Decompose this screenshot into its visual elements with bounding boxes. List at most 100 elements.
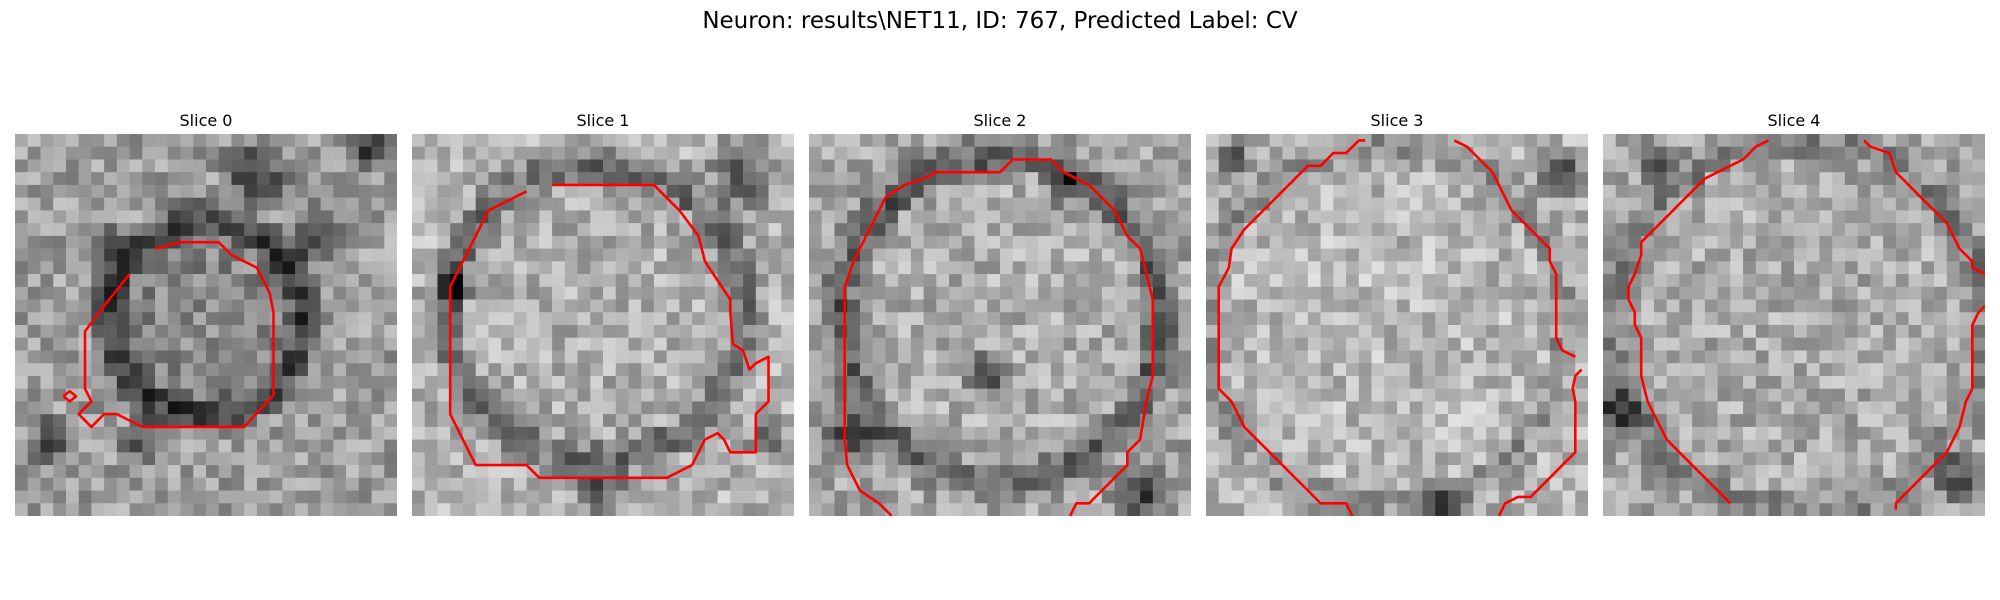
image-pixel <box>1743 465 1757 479</box>
image-pixel <box>847 503 861 516</box>
image-pixel <box>27 375 41 389</box>
image-pixel <box>603 134 617 148</box>
image-pixel <box>974 439 988 453</box>
image-pixel <box>1972 401 1985 415</box>
image-pixel <box>1794 388 1808 402</box>
image-pixel <box>717 172 731 186</box>
image-pixel <box>129 159 143 173</box>
image-pixel <box>320 414 334 428</box>
image-pixel <box>1333 337 1347 351</box>
image-pixel <box>1857 477 1871 491</box>
image-pixel <box>1883 325 1897 339</box>
image-pixel <box>1269 337 1283 351</box>
image-pixel <box>847 375 861 389</box>
image-pixel <box>1358 503 1372 516</box>
image-pixel <box>282 490 296 504</box>
image-pixel <box>1358 286 1372 300</box>
image-pixel <box>1231 172 1245 186</box>
image-pixel <box>1844 477 1858 491</box>
image-pixel <box>1641 426 1655 440</box>
image-pixel <box>462 274 476 288</box>
image-pixel <box>333 363 347 377</box>
image-pixel <box>628 490 642 504</box>
image-pixel <box>1333 363 1347 377</box>
image-pixel <box>1435 274 1449 288</box>
image-pixel <box>1603 312 1617 326</box>
image-pixel <box>809 490 823 504</box>
image-pixel <box>1089 452 1103 466</box>
image-pixel <box>834 477 848 491</box>
image-pixel <box>1447 465 1461 479</box>
image-pixel <box>256 235 270 249</box>
image-pixel <box>1178 274 1191 288</box>
image-pixel <box>628 465 642 479</box>
image-pixel <box>1025 312 1039 326</box>
image-pixel <box>40 490 54 504</box>
image-pixel <box>129 286 143 300</box>
image-pixel <box>1089 465 1103 479</box>
image-pixel <box>231 146 245 160</box>
image-pixel <box>768 325 782 339</box>
image-pixel <box>1447 414 1461 428</box>
image-pixel <box>1076 274 1090 288</box>
image-pixel <box>1397 337 1411 351</box>
image-pixel <box>129 375 143 389</box>
image-pixel <box>1307 223 1321 237</box>
image-pixel <box>358 337 372 351</box>
image-pixel <box>371 299 385 313</box>
image-pixel <box>104 235 118 249</box>
image-pixel <box>936 299 950 313</box>
image-pixel <box>1460 503 1474 516</box>
image-pixel <box>1844 248 1858 262</box>
image-pixel <box>256 261 270 275</box>
image-pixel <box>282 235 296 249</box>
image-pixel <box>821 363 835 377</box>
image-pixel <box>1562 248 1576 262</box>
image-pixel <box>1704 388 1718 402</box>
image-pixel <box>768 286 782 300</box>
image-pixel <box>450 465 464 479</box>
image-pixel <box>1089 439 1103 453</box>
image-pixel <box>1206 490 1220 504</box>
image-pixel <box>834 503 848 516</box>
image-pixel <box>910 401 924 415</box>
image-pixel <box>1641 477 1655 491</box>
image-pixel <box>412 286 426 300</box>
image-pixel <box>346 159 360 173</box>
image-pixel <box>1486 197 1500 211</box>
image-pixel <box>821 312 835 326</box>
image-pixel <box>1473 197 1487 211</box>
image-pixel <box>1653 235 1667 249</box>
image-pixel <box>53 350 67 364</box>
image-pixel <box>462 248 476 262</box>
image-pixel <box>1908 197 1922 211</box>
image-pixel <box>1895 299 1909 313</box>
image-pixel <box>1050 452 1064 466</box>
image-pixel <box>692 465 706 479</box>
image-pixel <box>1498 350 1512 364</box>
image-pixel <box>1628 248 1642 262</box>
image-pixel <box>1946 452 1960 466</box>
image-pixel <box>27 503 41 516</box>
image-pixel <box>358 350 372 364</box>
image-pixel <box>475 312 489 326</box>
image-pixel <box>1895 465 1909 479</box>
image-pixel <box>974 375 988 389</box>
image-pixel <box>1755 490 1769 504</box>
image-pixel <box>142 312 156 326</box>
image-pixel <box>987 261 1001 275</box>
image-pixel <box>552 465 566 479</box>
image-pixel <box>910 261 924 275</box>
image-pixel <box>167 401 181 415</box>
image-pixel <box>129 274 143 288</box>
image-pixel <box>768 235 782 249</box>
image-pixel <box>1295 426 1309 440</box>
image-pixel <box>1320 223 1334 237</box>
image-pixel <box>167 312 181 326</box>
image-pixel <box>1320 134 1334 148</box>
image-pixel <box>1460 414 1474 428</box>
image-pixel <box>1089 426 1103 440</box>
image-pixel <box>1575 312 1588 326</box>
image-pixel <box>1717 172 1731 186</box>
image-pixel <box>1371 146 1385 160</box>
